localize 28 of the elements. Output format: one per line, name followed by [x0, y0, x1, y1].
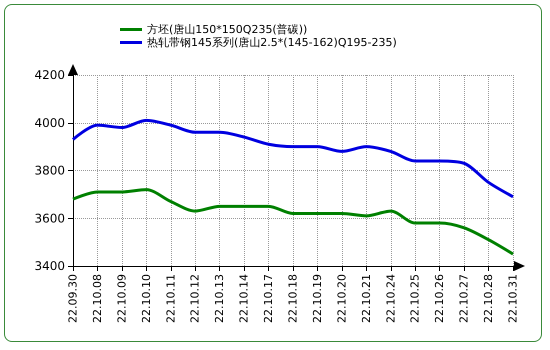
x-tick-label: 22.09.30 — [66, 274, 80, 323]
x-tick-label: 22.10.31 — [506, 274, 520, 323]
x-tick-label: 22.10.14 — [238, 274, 251, 323]
x-tick-label: 22.10.09 — [115, 274, 128, 323]
x-tick-label: 22.10.17 — [262, 274, 276, 323]
x-tick-label: 22.10.27 — [458, 274, 471, 323]
x-tick-label: 22.10.26 — [433, 274, 446, 323]
x-tick-label: 22.10.10 — [140, 274, 153, 323]
x-tick-label: 22.10.12 — [188, 274, 202, 323]
y-tick-label: 4000 — [34, 116, 65, 130]
x-tick-label: 22.10.20 — [335, 274, 348, 323]
x-tick-label: 22.10.19 — [310, 274, 324, 323]
x-tick-label: 22.10.13 — [213, 274, 226, 323]
x-tick-label: 22.10.21 — [360, 274, 373, 323]
x-tick-label: 22.10.25 — [408, 274, 422, 323]
x-tick-label: 22.10.28 — [482, 274, 496, 323]
legend-label: 热轧带钢145系列(唐山2.5*(145-162)Q195-235) — [147, 36, 397, 49]
y-tick-label: 4200 — [34, 68, 65, 82]
y-tick-label: 3600 — [34, 211, 65, 226]
x-tick-label: 22.10.18 — [286, 274, 300, 323]
legend-label: 方坯(唐山150*150Q235(普碳)) — [147, 23, 308, 36]
x-tick-label: 22.10.24 — [384, 274, 398, 323]
y-tick-label: 3400 — [34, 259, 65, 273]
y-tick-label: 3800 — [34, 164, 65, 178]
line-series — [72, 118, 514, 198]
x-tick-label: 22.10.11 — [164, 274, 178, 323]
x-tick-label: 22.10.08 — [90, 274, 104, 323]
line-series — [72, 188, 514, 256]
